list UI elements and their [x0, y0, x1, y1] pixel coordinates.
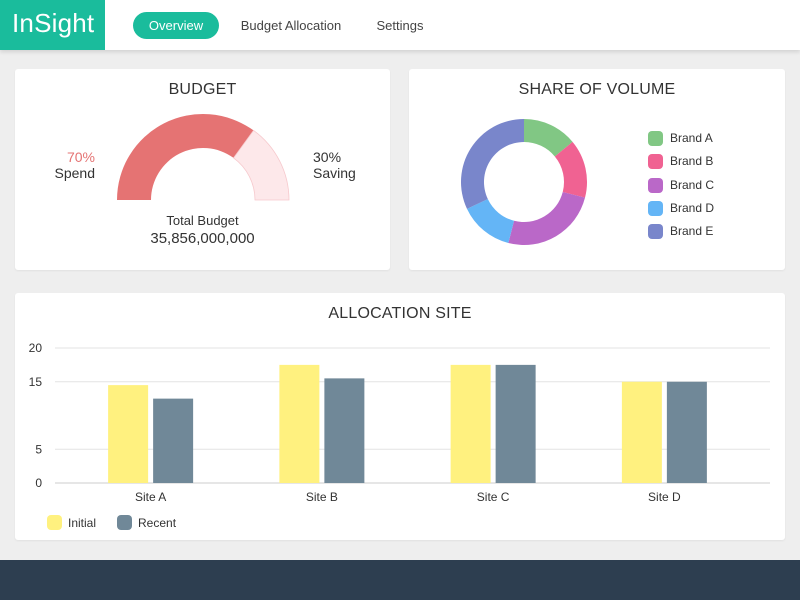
allocation-site-card: ALLOCATION SITE 0 5 15 20 Site A Site B Site C…: [15, 293, 785, 540]
footer-bar: [0, 560, 800, 600]
spend-label: Spend: [54, 165, 95, 181]
x-tick-label: Site A: [135, 490, 166, 504]
donut-slice-brand-c[interactable]: [508, 191, 586, 245]
brand-b-swatch: [648, 154, 663, 169]
donut-slice-brand-b[interactable]: [554, 141, 587, 198]
bar-recent-site-a[interactable]: [153, 398, 194, 483]
bar-initial-site-c[interactable]: [450, 364, 491, 483]
brand-d-label: Brand D: [670, 201, 715, 215]
recent-swatch: [117, 515, 132, 530]
bar-initial-site-a[interactable]: [108, 385, 149, 483]
tab-settings[interactable]: Settings: [376, 18, 424, 33]
bar-recent-site-b[interactable]: [324, 378, 365, 483]
x-tick-label: Site D: [648, 490, 681, 504]
brand-c-label: Brand C: [670, 178, 715, 192]
y-tick-label: 0: [35, 476, 42, 490]
spend-stat: 70% Spend: [15, 149, 95, 181]
y-tick-label: 5: [35, 442, 42, 456]
saving-percent: 30%: [313, 149, 342, 165]
saving-stat: 30% Saving: [313, 149, 356, 181]
gauge-saving-arc: [233, 129, 290, 201]
allocation-bar-chart: 0 5 15 20 Site A Site B Site C Site D: [29, 341, 770, 504]
donut-slice-brand-a[interactable]: [524, 119, 573, 157]
bar-recent-site-c[interactable]: [495, 364, 536, 483]
x-tick-label: Site C: [477, 490, 510, 504]
total-budget: Total Budget 35,856,000,000: [15, 213, 390, 247]
brand-e-swatch: [648, 224, 663, 239]
y-tick-label: 15: [29, 375, 43, 389]
total-budget-value: 35,856,000,000: [150, 230, 255, 247]
brand-b-label: Brand B: [670, 154, 714, 168]
allocation-title: ALLOCATION SITE: [328, 305, 472, 322]
top-bar: InSight Overview Budget Allocation Setti…: [0, 0, 800, 50]
initial-label: Initial: [68, 516, 97, 530]
saving-label: Saving: [313, 165, 356, 181]
y-tick-label: 20: [29, 341, 43, 355]
budget-gauge: [117, 114, 290, 201]
brand-a-label: Brand A: [670, 131, 713, 145]
donut-slice-brand-e[interactable]: [461, 119, 524, 209]
gauge-spend-arc: [117, 114, 254, 200]
donut-slice-brand-d[interactable]: [466, 199, 515, 244]
tab-budget-allocation[interactable]: Budget Allocation: [240, 18, 342, 33]
volume-title: SHARE OF VOLUME: [518, 81, 676, 98]
brand-a-swatch: [648, 131, 663, 146]
total-budget-label: Total Budget: [166, 213, 239, 228]
share-of-volume-card: SHARE OF VOLUME Brand A Brand B Brand C …: [409, 69, 785, 270]
volume-donut-chart: [461, 119, 587, 245]
bar-initial-site-d[interactable]: [621, 381, 662, 483]
tab-overview[interactable]: Overview: [133, 12, 219, 39]
app-logo[interactable]: InSight: [0, 0, 105, 50]
recent-label: Recent: [138, 516, 177, 530]
x-tick-label: Site B: [306, 490, 338, 504]
brand-d-swatch: [648, 201, 663, 216]
spend-percent: 70%: [66, 149, 95, 165]
brand-e-label: Brand E: [670, 224, 714, 238]
budget-title: BUDGET: [168, 81, 237, 98]
bar-initial-site-b[interactable]: [279, 364, 320, 483]
bar-recent-site-d[interactable]: [666, 381, 707, 483]
initial-swatch: [47, 515, 62, 530]
brand-c-swatch: [648, 178, 663, 193]
budget-card: BUDGET 70% Spend 30% Saving Total Budget…: [15, 69, 390, 270]
